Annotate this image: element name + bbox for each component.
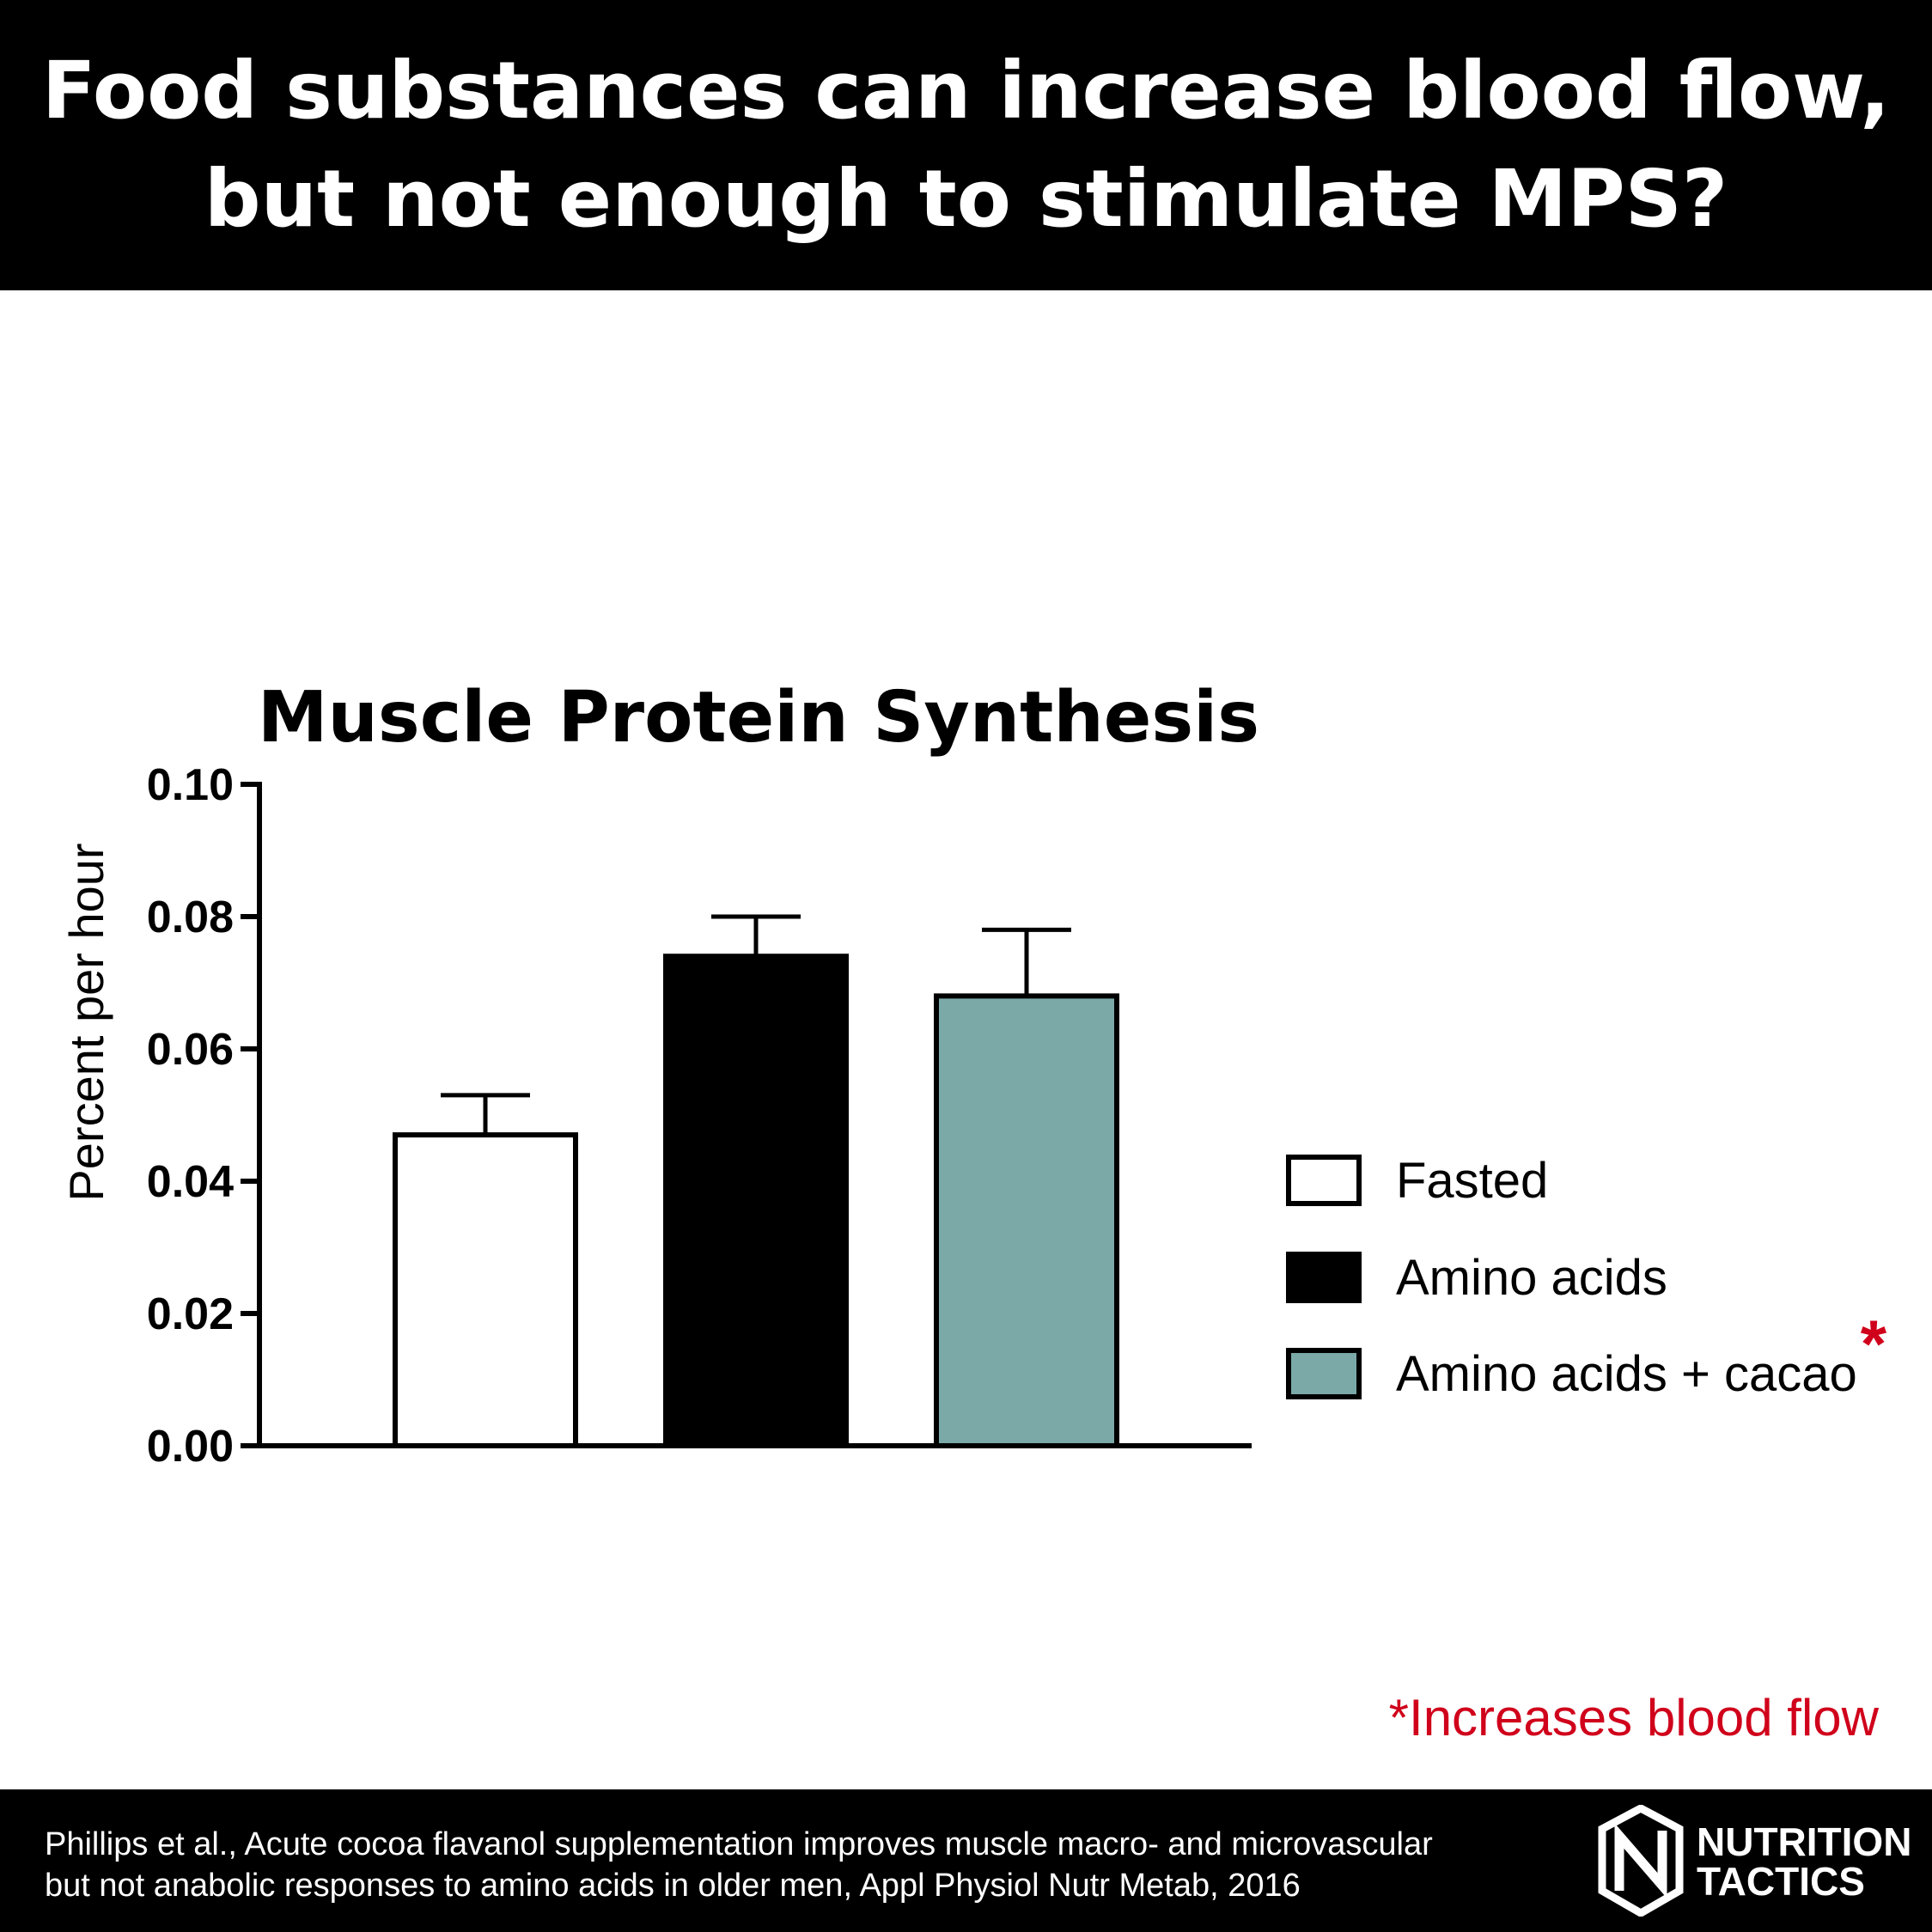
- logo-text-line-1: NUTRITION: [1697, 1819, 1912, 1864]
- header-banner: Food substances can increase blood flow,…: [0, 0, 1932, 290]
- legend-swatch: [1286, 1155, 1362, 1206]
- y-tick-label: 0.00: [147, 1422, 234, 1472]
- headline-line-2: but not enough to stimulate MPS?: [204, 153, 1728, 245]
- logo-mark-icon: [1598, 1805, 1684, 1917]
- bar-amino-acids-cacao: [934, 993, 1119, 1448]
- y-axis-label: Percent per hour: [59, 843, 113, 1201]
- y-tick-label: 0.06: [147, 1025, 234, 1075]
- nutrition-tactics-logo: NUTRITION TACTICS: [1594, 1805, 1911, 1917]
- bar-fasted: [393, 1132, 578, 1448]
- bar-amino-acids: [663, 954, 849, 1448]
- legend-swatch: [1286, 1252, 1362, 1303]
- headline-line-1: Food substances can increase blood flow,: [41, 45, 1891, 137]
- legend-label: Amino acids + cacao: [1396, 1346, 1857, 1402]
- logo-text-line-2: TACTICS: [1697, 1859, 1865, 1904]
- footer-bar: Phillips et al., Acute cocoa flavanol su…: [0, 1789, 1932, 1932]
- legend-asterisk: *: [1861, 1306, 1887, 1381]
- legend-label: Fasted: [1396, 1153, 1548, 1209]
- y-tick-label: 0.04: [147, 1157, 234, 1207]
- y-tick-label: 0.08: [147, 893, 234, 942]
- legend-swatch: [1286, 1348, 1362, 1399]
- chart-title: Muscle Protein Synthesis: [258, 677, 1259, 759]
- bar-chart: Muscle Protein Synthesis Percent per hou…: [59, 677, 1887, 1472]
- logo-text: NUTRITION TACTICS: [1697, 1822, 1911, 1901]
- y-tick-label: 0.10: [147, 760, 234, 810]
- blood-flow-note: *Increases blood flow: [1388, 1689, 1879, 1746]
- citation: Phillips et al., Acute cocoa flavanol su…: [45, 1824, 1433, 1906]
- citation-line-1: Phillips et al., Acute cocoa flavanol su…: [45, 1826, 1433, 1862]
- citation-line-2: but not anabolic responses to amino acid…: [45, 1868, 1301, 1904]
- legend-label: Amino acids: [1396, 1250, 1667, 1306]
- y-tick-label: 0.02: [147, 1289, 234, 1339]
